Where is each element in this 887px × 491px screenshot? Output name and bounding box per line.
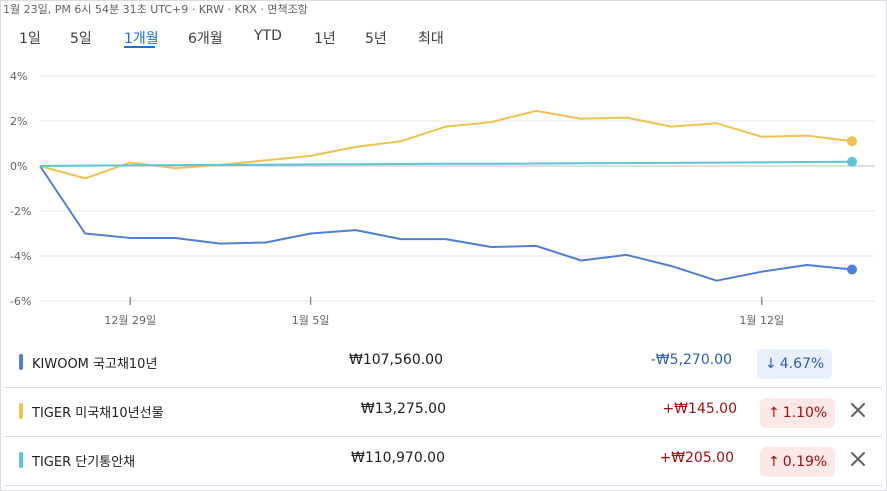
percent-change-badge: ↓ 4.67%: [757, 349, 833, 379]
series-color-swatch: [19, 452, 23, 468]
series-color-swatch: [19, 403, 23, 419]
close-icon[interactable]: [849, 450, 867, 468]
percent-change-value: 4.67%: [779, 356, 825, 372]
x-tick-label: 12월 29일: [104, 313, 156, 327]
tab-max[interactable]: 최대: [418, 31, 444, 47]
row-divider: [5, 485, 882, 486]
security-name: TIGER 단기통안채: [32, 455, 136, 470]
arrow-down-icon: ↓: [765, 356, 777, 372]
security-price: ₩110,970.00: [350, 450, 445, 466]
comparison-row[interactable]: TIGER 단기통안채 ₩110,970.00 +₩205.00 ↑ 0.19%: [0, 436, 887, 484]
tab-6m[interactable]: 6개월: [188, 31, 223, 47]
comparison-row[interactable]: KIWOOM 국고채10년 ₩107,560.00 -₩5,270.00 ↓ 4.…: [0, 338, 887, 386]
series-end-marker: [847, 136, 857, 147]
tab-ytd[interactable]: YTD: [254, 28, 282, 44]
x-tick-label: 1월 5일: [292, 313, 330, 327]
y-tick-label: 4%: [10, 70, 27, 83]
series-end-marker: [847, 264, 857, 275]
tab-1m[interactable]: 1개월: [124, 31, 159, 47]
y-tick-label: -2%: [10, 205, 31, 218]
security-price: ₩13,275.00: [360, 401, 446, 417]
active-tab-indicator: [124, 46, 155, 48]
security-price: ₩107,560.00: [348, 352, 443, 368]
timestamp-disclaimer: 1월 23일, PM 6시 54분 31초 UTC+9 · KRW · KRX …: [3, 3, 308, 16]
arrow-up-icon: ↑: [768, 405, 780, 421]
row-divider: [5, 387, 882, 388]
price-change: +₩205.00: [659, 450, 734, 466]
series-end-marker: [847, 156, 857, 167]
series-line: [39, 109, 853, 180]
comparison-row[interactable]: TIGER 미국채10년선물 ₩13,275.00 +₩145.00 ↑ 1.10…: [0, 387, 887, 435]
y-tick-label: -6%: [10, 295, 31, 308]
percent-change-badge: ↑ 1.10%: [760, 398, 836, 428]
y-tick-label: -4%: [10, 250, 31, 263]
security-name: KIWOOM 국고채10년: [32, 357, 158, 372]
percent-change-value: 0.19%: [782, 454, 828, 470]
close-icon[interactable]: [849, 401, 867, 419]
x-tick-label: 1월 12일: [739, 313, 784, 327]
range-tabs: 1일 5일 1개월 6개월 YTD 1년 5년 최대: [0, 28, 887, 52]
tab-1d[interactable]: 1일: [19, 31, 41, 47]
percent-change-value: 1.10%: [782, 405, 828, 421]
tab-1y[interactable]: 1년: [314, 31, 336, 47]
security-name: TIGER 미국채10년선물: [32, 406, 164, 421]
series-line: [39, 165, 853, 282]
price-change: -₩5,270.00: [650, 352, 732, 368]
arrow-up-icon: ↑: [768, 454, 780, 470]
tab-5d[interactable]: 5일: [70, 31, 92, 47]
y-tick-label: 2%: [10, 115, 27, 128]
tab-5y[interactable]: 5년: [365, 31, 387, 47]
row-divider: [5, 436, 882, 437]
series-color-swatch: [19, 354, 23, 370]
price-change: +₩145.00: [662, 401, 737, 417]
series-line: [39, 160, 853, 167]
y-tick-label: 0%: [10, 160, 27, 173]
percent-change-badge: ↑ 0.19%: [760, 447, 836, 477]
